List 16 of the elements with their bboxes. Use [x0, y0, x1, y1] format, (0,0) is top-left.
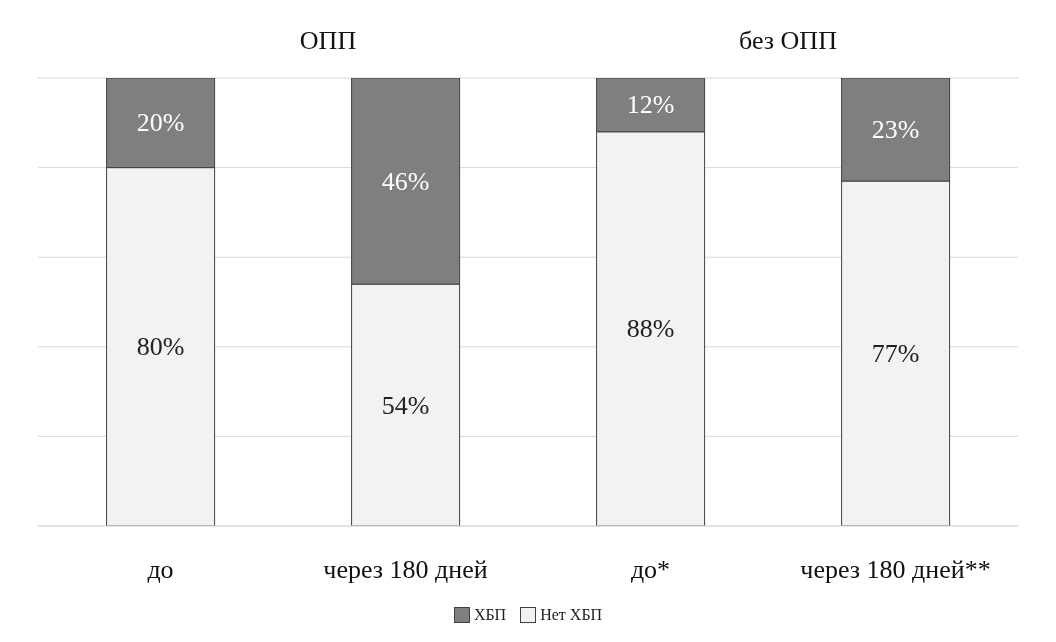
text: без ОПП [738, 26, 838, 56]
data-label: 23% [871, 115, 920, 145]
data-label: 80% [136, 332, 185, 362]
data-label: 20% [136, 108, 185, 138]
x-tick-label: через 180 дней [323, 555, 488, 585]
data-label: 12% [626, 90, 675, 120]
x-tick-label: до* [630, 555, 671, 585]
x-tick-label: через 180 дней** [800, 555, 991, 585]
data-label: 77% [871, 339, 920, 369]
data-label: 88% [626, 314, 675, 344]
data-label: 54% [381, 390, 430, 420]
data-label: 46% [381, 166, 430, 196]
x-tick-label: до [147, 555, 174, 585]
legend-label: Нет ХБП [540, 606, 603, 624]
legend-label: ХБП [473, 606, 507, 624]
text: ОПП [298, 26, 358, 56]
